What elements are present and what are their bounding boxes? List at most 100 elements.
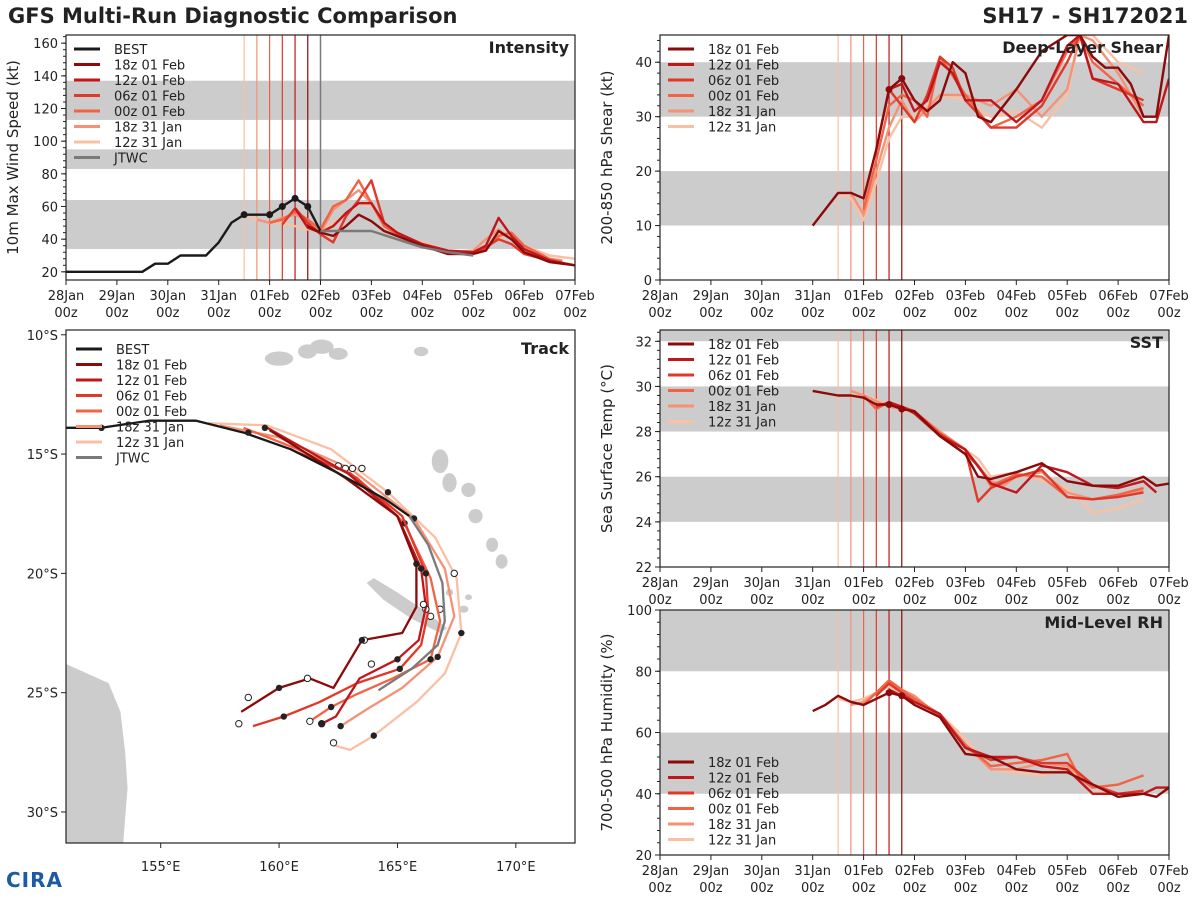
track-series-line — [240, 429, 418, 713]
rh-xtick-label: 04Feb — [997, 864, 1037, 879]
shear-xtick-label: 07Feb — [1149, 289, 1189, 304]
track-filled-marker — [422, 570, 430, 577]
track-open-marker — [235, 719, 243, 728]
rh-legend-label: 06z 01 Feb — [708, 787, 779, 802]
intensity-legend-label: 06z 01 Feb — [114, 90, 185, 105]
intensity-xtick-label: 30Jan — [150, 289, 187, 304]
track-filled-marker — [394, 656, 401, 663]
sst-panel: 22 24 26 28 30 32 28Jan 00z 29Jan 00z 30Jan 00z 31Ja… — [598, 329, 1189, 608]
island-land — [461, 482, 476, 498]
sst-xtick-label: 00z — [699, 593, 723, 608]
rh-xtick-label: 05Feb — [1047, 864, 1087, 879]
rh-xtick-label: 03Feb — [946, 864, 986, 879]
rh-series-group — [812, 679, 1169, 798]
shear-xtick-label: 01Feb — [844, 289, 884, 304]
shear-xtick-label: 00z — [750, 306, 774, 321]
track-open-marker — [303, 674, 312, 683]
rh-title: Mid-Level RH — [1044, 613, 1163, 632]
rh-band — [660, 610, 1169, 672]
intensity-xtick-label: 00z — [309, 306, 333, 321]
track-filled-marker — [434, 653, 441, 661]
rh-xtick-label: 02Feb — [895, 864, 935, 879]
sst-xtick-label: 30Jan — [744, 576, 781, 591]
track-xtick-label: 170°E — [496, 860, 536, 875]
rh-legend-label: 12z 01 Feb — [708, 772, 779, 787]
rh-xtick-label: 00z — [648, 881, 672, 896]
intensity-legend-label: 00z 01 Feb — [114, 105, 185, 120]
storm-id-label: SH17 - SH172021 — [982, 4, 1188, 28]
intensity-legend-label: JTWC — [113, 152, 148, 167]
rh-xtick-label: 00z — [954, 881, 978, 896]
shear-legend-label: 00z 01 Feb — [708, 90, 779, 105]
shear-ytick-label: 30 — [635, 111, 652, 126]
intensity-xtick-label: 05Feb — [453, 289, 493, 304]
shear-legend-label: 18z 31 Jan — [708, 105, 776, 120]
shear-xtick-label: 00z — [954, 306, 978, 321]
intensity-xtick-label: 00z — [156, 306, 180, 321]
island-land — [442, 473, 457, 493]
rh-ytick-label: 100 — [627, 604, 652, 619]
shear-ytick-label: 40 — [635, 56, 652, 71]
intensity-ytick-label: 140 — [33, 70, 58, 85]
rh-band — [660, 732, 1169, 794]
track-legend-label: 18z 01 Feb — [116, 359, 187, 374]
rh-ytick-label: 60 — [635, 727, 652, 742]
intensity-xtick-label: 00z — [563, 306, 587, 321]
intensity-series-marker — [240, 211, 248, 219]
sst-legend-label: 00z 01 Feb — [708, 385, 779, 400]
sst-xtick-label: 00z — [1056, 593, 1080, 608]
rh-ytick-label: 80 — [635, 665, 652, 680]
track-filled-marker — [245, 429, 252, 436]
sst-xtick-label: 00z — [801, 593, 825, 608]
shear-xtick-label: 31Jan — [794, 289, 831, 304]
sst-xtick-label: 02Feb — [895, 576, 935, 591]
rh-xtick-label: 31Jan — [794, 864, 831, 879]
intensity-xtick-label: 01Feb — [250, 289, 290, 304]
sst-xtick-label: 00z — [903, 593, 927, 608]
intensity-xtick-label: 00z — [54, 306, 78, 321]
intensity-xtick-label: 31Jan — [200, 289, 237, 304]
sst-ytick-label: 24 — [635, 516, 652, 531]
intensity-series-line — [294, 201, 575, 267]
island-land — [495, 554, 508, 569]
track-open-marker — [329, 739, 338, 747]
rh-xtick-label: 00z — [750, 881, 774, 896]
shear-xtick-label: 00z — [801, 306, 825, 321]
intensity-xtick-label: 00z — [258, 306, 282, 321]
rh-legend-label: 12z 31 Jan — [708, 834, 776, 849]
rh-xtick-label: 06Feb — [1098, 864, 1138, 879]
rh-legend-label: 18z 01 Feb — [708, 756, 779, 771]
shear-xtick-label: 00z — [1106, 306, 1130, 321]
rh-xtick-label: 28Jan — [642, 864, 679, 879]
track-legend-label: BEST — [116, 343, 149, 358]
sst-xtick-label: 03Feb — [946, 576, 986, 591]
sst-legend-label: 18z 01 Feb — [708, 338, 779, 353]
sst-ytick-label: 22 — [635, 561, 652, 576]
shear-series-line — [811, 35, 1169, 227]
sst-series-marker — [898, 405, 906, 413]
intensity-ytick-label: 120 — [33, 103, 58, 118]
intensity-xtick-label: 29Jan — [99, 289, 136, 304]
track-open-marker — [358, 464, 366, 473]
track-open-marker — [244, 693, 252, 702]
island-land — [464, 594, 473, 601]
track-xtick-label: 165°E — [378, 860, 418, 875]
track-open-marker — [306, 717, 314, 726]
sst-xtick-label: 00z — [1157, 593, 1181, 608]
rh-xtick-label: 00z — [903, 881, 927, 896]
intensity-series-line — [307, 213, 575, 267]
track-xtick-label: 155°E — [141, 860, 181, 875]
sst-ytick-label: 26 — [635, 471, 652, 486]
track-filled-marker — [427, 656, 434, 663]
intensity-xtick-label: 00z — [512, 306, 536, 321]
sst-ytick-label: 32 — [635, 335, 652, 350]
rh-series-line — [862, 679, 1144, 789]
rh-series-marker — [885, 689, 893, 697]
track-open-marker — [419, 600, 428, 609]
track-open-marker — [348, 464, 357, 473]
sst-legend-label: 12z 01 Feb — [708, 354, 779, 369]
shear-xtick-label: 30Jan — [744, 289, 781, 304]
shear-xtick-label: 00z — [1005, 306, 1029, 321]
intensity-xtick-label: 00z — [105, 306, 129, 321]
